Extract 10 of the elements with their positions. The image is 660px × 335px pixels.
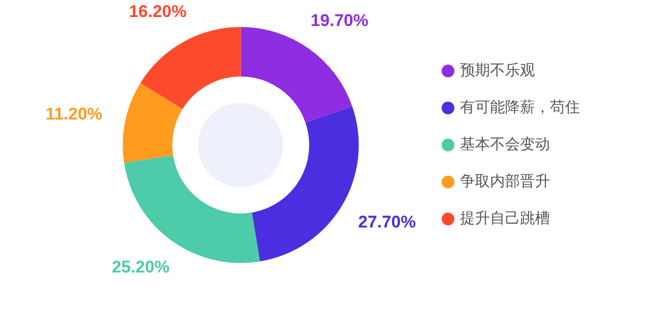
legend-label: 预期不乐观: [460, 60, 535, 79]
legend-label: 基本不会变动: [460, 134, 550, 153]
legend-label: 有可能降薪，苟住: [460, 98, 580, 116]
data-label: 16.20%: [128, 2, 187, 21]
data-label: 27.70%: [358, 212, 416, 232]
data-label: 11.20%: [46, 104, 102, 124]
legend-label: 争取内部晋升: [460, 172, 550, 190]
legend-label: 提升自己跳槽: [460, 208, 550, 227]
data-label: 19.70%: [310, 10, 368, 30]
data-label: 25.20%: [112, 258, 170, 277]
